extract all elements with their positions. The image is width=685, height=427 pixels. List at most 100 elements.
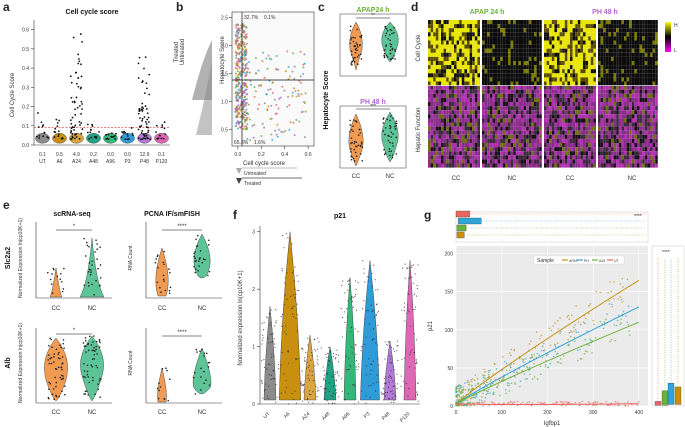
panel-d-cell: [435, 24, 439, 29]
panel-d-cell: [526, 143, 529, 148]
panel-d-cell: [562, 28, 565, 33]
panel-d-cell: [637, 89, 640, 94]
panel-d-cell: [456, 85, 460, 90]
panel-d-cell: [559, 56, 563, 61]
panel-d-cell: [588, 48, 591, 53]
panel-d-cell: [454, 61, 457, 66]
panel-d-cell: [505, 69, 508, 74]
panel-d-cell: [505, 48, 508, 53]
panel-d-cell: [647, 106, 650, 111]
panel-g-point: [458, 395, 461, 398]
panel-d-cell: [461, 36, 465, 41]
panel-d-cell: [652, 85, 656, 90]
panel-d-cell: [613, 122, 617, 127]
panel-d-cell: [518, 56, 521, 61]
panel-d-cell: [549, 28, 552, 33]
panel-d-cell: [487, 151, 490, 156]
panel-d-cell: [451, 28, 454, 33]
panel-d-cell: [567, 130, 570, 135]
panel-f-point: [263, 321, 265, 323]
panel-a-point: [148, 93, 151, 96]
panel-f-point: [407, 309, 409, 311]
panel-d-cell: [551, 106, 555, 111]
panel-d-cell: [544, 134, 547, 139]
panel-d-cell: [593, 106, 596, 111]
panel-c-point: [388, 135, 390, 137]
panel-d-cell: [562, 138, 565, 143]
panel-d-cell: [430, 36, 434, 41]
panel-f-point: [330, 350, 332, 352]
panel-d-cell: [570, 102, 573, 107]
panel-b-point: [247, 67, 250, 70]
panel-d-cell: [484, 118, 488, 123]
panel-d-cell: [448, 159, 452, 164]
panel-d-cell: [441, 155, 444, 160]
panel-c-point: [392, 117, 394, 120]
panel-f-point: [396, 373, 398, 375]
panel-f-category: A6: [283, 411, 292, 420]
panel-d-cell: [572, 20, 576, 25]
panel-d-cell: [567, 122, 570, 127]
panel-d-cell: [603, 102, 606, 107]
panel-b-side-untreated: Untreated: [180, 39, 186, 65]
panel-f-point: [269, 363, 271, 366]
panel-d-cell: [637, 163, 640, 168]
panel-d-cell: [489, 81, 493, 86]
panel-d-cell: [544, 81, 547, 86]
panel-d-cell: [634, 24, 637, 29]
panel-d-cell: [598, 138, 601, 143]
panel-d-cell: [618, 122, 622, 127]
panel-e-ylab-4: RNA Count: [128, 350, 134, 376]
panel-a-category: UT: [39, 159, 46, 165]
panel-f-point: [332, 352, 335, 355]
panel-d-cell: [572, 89, 576, 94]
panel-d-cell: [484, 56, 488, 61]
panel-d-cell: [484, 77, 488, 82]
panel-d-cell: [510, 102, 514, 107]
panel-d-cell: [526, 155, 529, 160]
panel-d-cell: [456, 89, 460, 94]
panel-a-point: [81, 128, 84, 130]
panel-d-cell: [554, 106, 557, 111]
panel-f-point: [307, 377, 309, 379]
panel-d-cell: [495, 130, 498, 135]
panel-d-cell: [637, 61, 640, 66]
panel-d-cell: [655, 102, 658, 107]
panel-d-cell: [518, 102, 521, 107]
panel-d-cell: [590, 69, 594, 74]
panel-f-point: [283, 247, 285, 249]
panel-d-cell: [518, 114, 521, 119]
panel-c-point: [385, 44, 387, 46]
panel-d-cell: [588, 102, 591, 107]
panel-d-cell: [435, 40, 439, 45]
panel-d-cell: [502, 155, 506, 160]
panel-d-cell: [459, 159, 462, 164]
panel-d-cell: [508, 20, 511, 25]
panel-a-point: [143, 92, 146, 95]
panel-b-point: [300, 111, 303, 114]
panel-d-cell: [600, 110, 604, 115]
panel-a-point: [56, 121, 59, 124]
panel-d-cell: [446, 138, 449, 143]
panel-f-category: P120: [399, 411, 412, 424]
panel-b-point: [287, 77, 290, 80]
panel-d-cell: [448, 48, 452, 53]
panel-d-cell: [441, 163, 444, 168]
panel-d-cell: [611, 32, 614, 37]
panel-d-cell: [502, 65, 506, 70]
panel-d-cell: [608, 151, 611, 156]
panel-d-cell: [477, 20, 480, 25]
panel-f-point: [343, 399, 345, 401]
panel-d-cell: [443, 20, 447, 25]
panel-d-cell: [637, 36, 640, 41]
panel-d-cell: [443, 147, 447, 152]
panel-d-cell: [639, 20, 643, 25]
panel-d-cell: [497, 130, 501, 135]
panel-e-point: [200, 376, 202, 378]
panel-d-cell: [513, 130, 516, 135]
panel-d-cell: [647, 52, 650, 57]
panel-d-cell: [477, 106, 480, 111]
panel-b-point: [239, 50, 242, 53]
panel-d-cell: [608, 134, 611, 139]
panel-c-point: [356, 49, 358, 52]
